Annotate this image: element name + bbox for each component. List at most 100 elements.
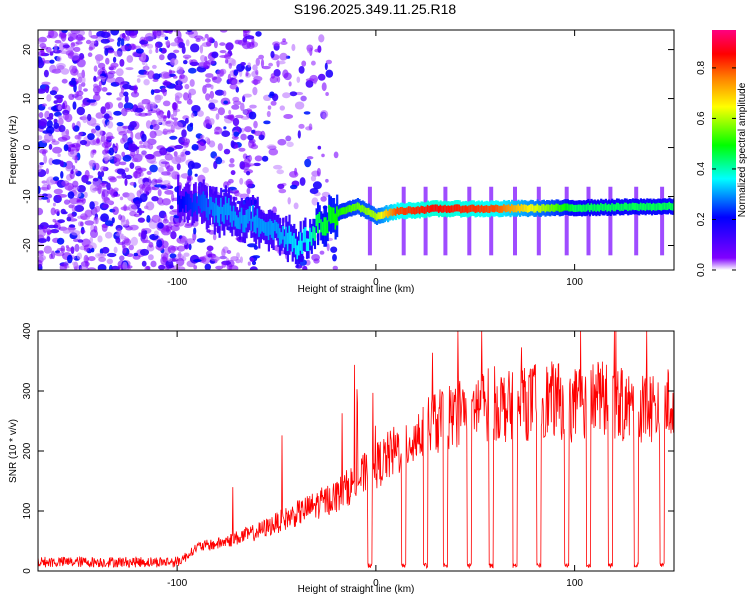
noise-blob bbox=[116, 97, 122, 101]
noise-blob bbox=[173, 30, 181, 33]
ridge-core bbox=[643, 203, 646, 211]
ridge-core bbox=[670, 203, 673, 211]
ridge-core bbox=[367, 207, 371, 215]
noise-blob bbox=[149, 130, 157, 139]
noise-blob bbox=[84, 170, 90, 179]
noise-blob bbox=[75, 41, 83, 45]
noise-blob bbox=[70, 42, 76, 48]
noise-blob bbox=[91, 247, 95, 253]
noise-blob bbox=[269, 91, 275, 97]
noise-blob bbox=[179, 74, 185, 79]
ridge-core bbox=[422, 206, 425, 214]
ridge-core bbox=[479, 205, 482, 213]
noise-blob bbox=[122, 261, 128, 270]
ridge-core bbox=[431, 204, 434, 212]
noise-blob bbox=[193, 265, 198, 270]
noise-blob bbox=[260, 58, 265, 68]
noise-blob bbox=[63, 199, 71, 205]
noise-blob bbox=[122, 125, 130, 129]
noise-blob bbox=[238, 147, 246, 152]
noise-blob bbox=[178, 67, 185, 75]
ridge-core bbox=[240, 207, 243, 224]
spectrogram-streak bbox=[467, 186, 472, 256]
noise-blob bbox=[125, 67, 134, 71]
noise-blob bbox=[122, 154, 132, 162]
noise-blob bbox=[242, 163, 252, 168]
noise-blob bbox=[97, 235, 103, 243]
noise-blob bbox=[303, 111, 311, 115]
noise-blob bbox=[94, 162, 100, 171]
ridge-core bbox=[499, 205, 503, 213]
noise-blob bbox=[95, 125, 101, 131]
noise-blob bbox=[164, 190, 174, 195]
noise-blob bbox=[178, 42, 186, 48]
ridge-core bbox=[530, 204, 533, 212]
noise-blob bbox=[330, 246, 338, 253]
ridge-core bbox=[337, 209, 340, 217]
ridge-core bbox=[595, 204, 598, 212]
ridge-core bbox=[425, 206, 428, 214]
noise-blob bbox=[261, 65, 271, 70]
noise-blob bbox=[47, 224, 56, 229]
noise-blob bbox=[217, 107, 225, 116]
noise-blob bbox=[50, 250, 56, 260]
ridge-core bbox=[655, 203, 658, 211]
ridge-core bbox=[331, 207, 334, 224]
ridge-core bbox=[261, 219, 264, 232]
ridge-core bbox=[485, 205, 488, 213]
ridge-core bbox=[539, 205, 542, 213]
noise-blob bbox=[321, 82, 327, 92]
noise-blob bbox=[138, 184, 146, 189]
noise-blob bbox=[157, 222, 164, 229]
ridge-core bbox=[396, 206, 399, 214]
ridge-core bbox=[635, 202, 638, 210]
noise-blob bbox=[160, 185, 167, 189]
noise-blob bbox=[108, 147, 114, 156]
ridge-core bbox=[606, 204, 609, 212]
noise-blob bbox=[39, 162, 45, 166]
noise-blob bbox=[94, 91, 100, 96]
ridge-core bbox=[638, 204, 641, 212]
noise-blob bbox=[129, 121, 137, 128]
noise-blob bbox=[139, 140, 143, 145]
ridge-core bbox=[272, 223, 275, 240]
ridge-core bbox=[221, 206, 224, 222]
noise-blob bbox=[119, 33, 127, 41]
ridge-core bbox=[229, 205, 232, 223]
noise-blob bbox=[38, 88, 46, 94]
noise-blob bbox=[296, 76, 301, 83]
noise-blob bbox=[93, 75, 97, 82]
noise-blob bbox=[57, 153, 61, 157]
noise-blob bbox=[122, 245, 127, 254]
noise-blob bbox=[87, 256, 96, 262]
ridge-core bbox=[579, 204, 582, 212]
noise-blob bbox=[97, 185, 102, 194]
noise-blob bbox=[243, 93, 252, 98]
noise-blob bbox=[80, 229, 86, 234]
noise-blob bbox=[234, 144, 239, 149]
noise-blob bbox=[135, 168, 143, 174]
noise-blob bbox=[48, 143, 53, 150]
noise-blob bbox=[88, 159, 96, 167]
noise-blob bbox=[246, 42, 255, 49]
noise-blob bbox=[247, 261, 251, 266]
noise-blob bbox=[129, 224, 139, 231]
noise-blob bbox=[249, 104, 257, 109]
noise-blob bbox=[80, 261, 90, 267]
spectrogram-streak bbox=[367, 186, 372, 256]
ridge-core bbox=[650, 204, 654, 212]
noise-blob bbox=[125, 218, 130, 227]
noise-blob bbox=[106, 76, 116, 83]
noise-blob bbox=[213, 40, 218, 49]
noise-blob bbox=[80, 221, 84, 227]
noise-blob bbox=[56, 96, 63, 104]
noise-blob bbox=[148, 254, 154, 261]
ridge-core bbox=[585, 204, 588, 212]
noise-blob bbox=[169, 205, 174, 210]
noise-blob bbox=[276, 76, 281, 83]
noise-blob bbox=[133, 84, 138, 94]
ridge-core bbox=[226, 203, 229, 220]
noise-blob bbox=[223, 126, 227, 130]
ridge-core bbox=[258, 217, 261, 237]
noise-blob bbox=[52, 202, 56, 207]
